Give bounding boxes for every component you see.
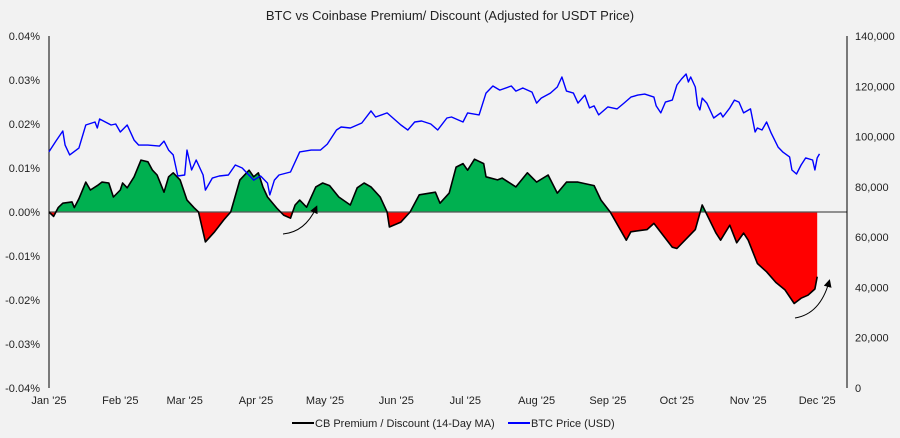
left-tick-label: -0.04% — [5, 383, 40, 395]
x-tick-label: Jan '25 — [31, 395, 66, 407]
premium-area — [49, 159, 818, 212]
btc-price-line — [48, 73, 821, 196]
right-tick-label: 140,000 — [855, 31, 895, 43]
right-tick-label: 0 — [855, 383, 861, 395]
x-tick-label: May '25 — [306, 395, 344, 407]
left-tick-label: 0.00% — [9, 207, 40, 219]
right-tick-label: 60,000 — [855, 232, 889, 244]
chart-title: BTC vs Coinbase Premium/ Discount (Adjus… — [266, 8, 634, 23]
x-tick-label: Nov '25 — [730, 395, 767, 407]
x-tick-label: Oct '25 — [660, 395, 695, 407]
left-tick-label: 0.03% — [9, 75, 40, 87]
right-tick-label: 100,000 — [855, 132, 895, 144]
legend-label-premium: CB Premium / Discount (14-Day MA) — [315, 418, 495, 430]
left-tick-label: -0.01% — [5, 251, 40, 263]
annotation-arrow-2 — [794, 279, 832, 319]
discount-area — [49, 212, 818, 304]
premium-line — [48, 158, 818, 305]
right-axis-ticks: 140,000 120,000 100,000 80,000 60,000 40,000 2… — [855, 31, 895, 395]
x-tick-label: Apr '25 — [239, 395, 274, 407]
x-axis-ticks: Jan '25 Feb '25 Mar '25 Apr '25 May '25 Jun '… — [31, 395, 835, 407]
right-tick-label: 20,000 — [855, 333, 889, 345]
legend-label-btc: BTC Price (USD) — [531, 418, 615, 430]
legend: CB Premium / Discount (14-Day MA) BTC Pr… — [292, 418, 615, 430]
left-tick-label: 0.02% — [9, 119, 40, 131]
right-tick-label: 120,000 — [855, 81, 895, 93]
x-tick-label: Dec '25 — [799, 395, 836, 407]
left-tick-label: -0.03% — [5, 339, 40, 351]
left-tick-label: 0.04% — [9, 31, 40, 43]
x-tick-label: Sep '25 — [589, 395, 626, 407]
right-tick-label: 80,000 — [855, 182, 889, 194]
annotation-arrow-1 — [282, 205, 318, 235]
x-tick-label: Jul '25 — [450, 395, 481, 407]
x-tick-label: Aug '25 — [518, 395, 555, 407]
left-axis-ticks: 0.04% 0.03% 0.02% 0.01% 0.00% -0.01% -0.02% -0.… — [5, 31, 40, 395]
right-tick-label: 40,000 — [855, 282, 889, 294]
left-tick-label: 0.01% — [9, 163, 40, 175]
x-tick-label: Mar '25 — [167, 395, 203, 407]
x-tick-label: Feb '25 — [102, 395, 138, 407]
x-tick-label: Jun '25 — [379, 395, 414, 407]
left-tick-label: -0.02% — [5, 295, 40, 307]
